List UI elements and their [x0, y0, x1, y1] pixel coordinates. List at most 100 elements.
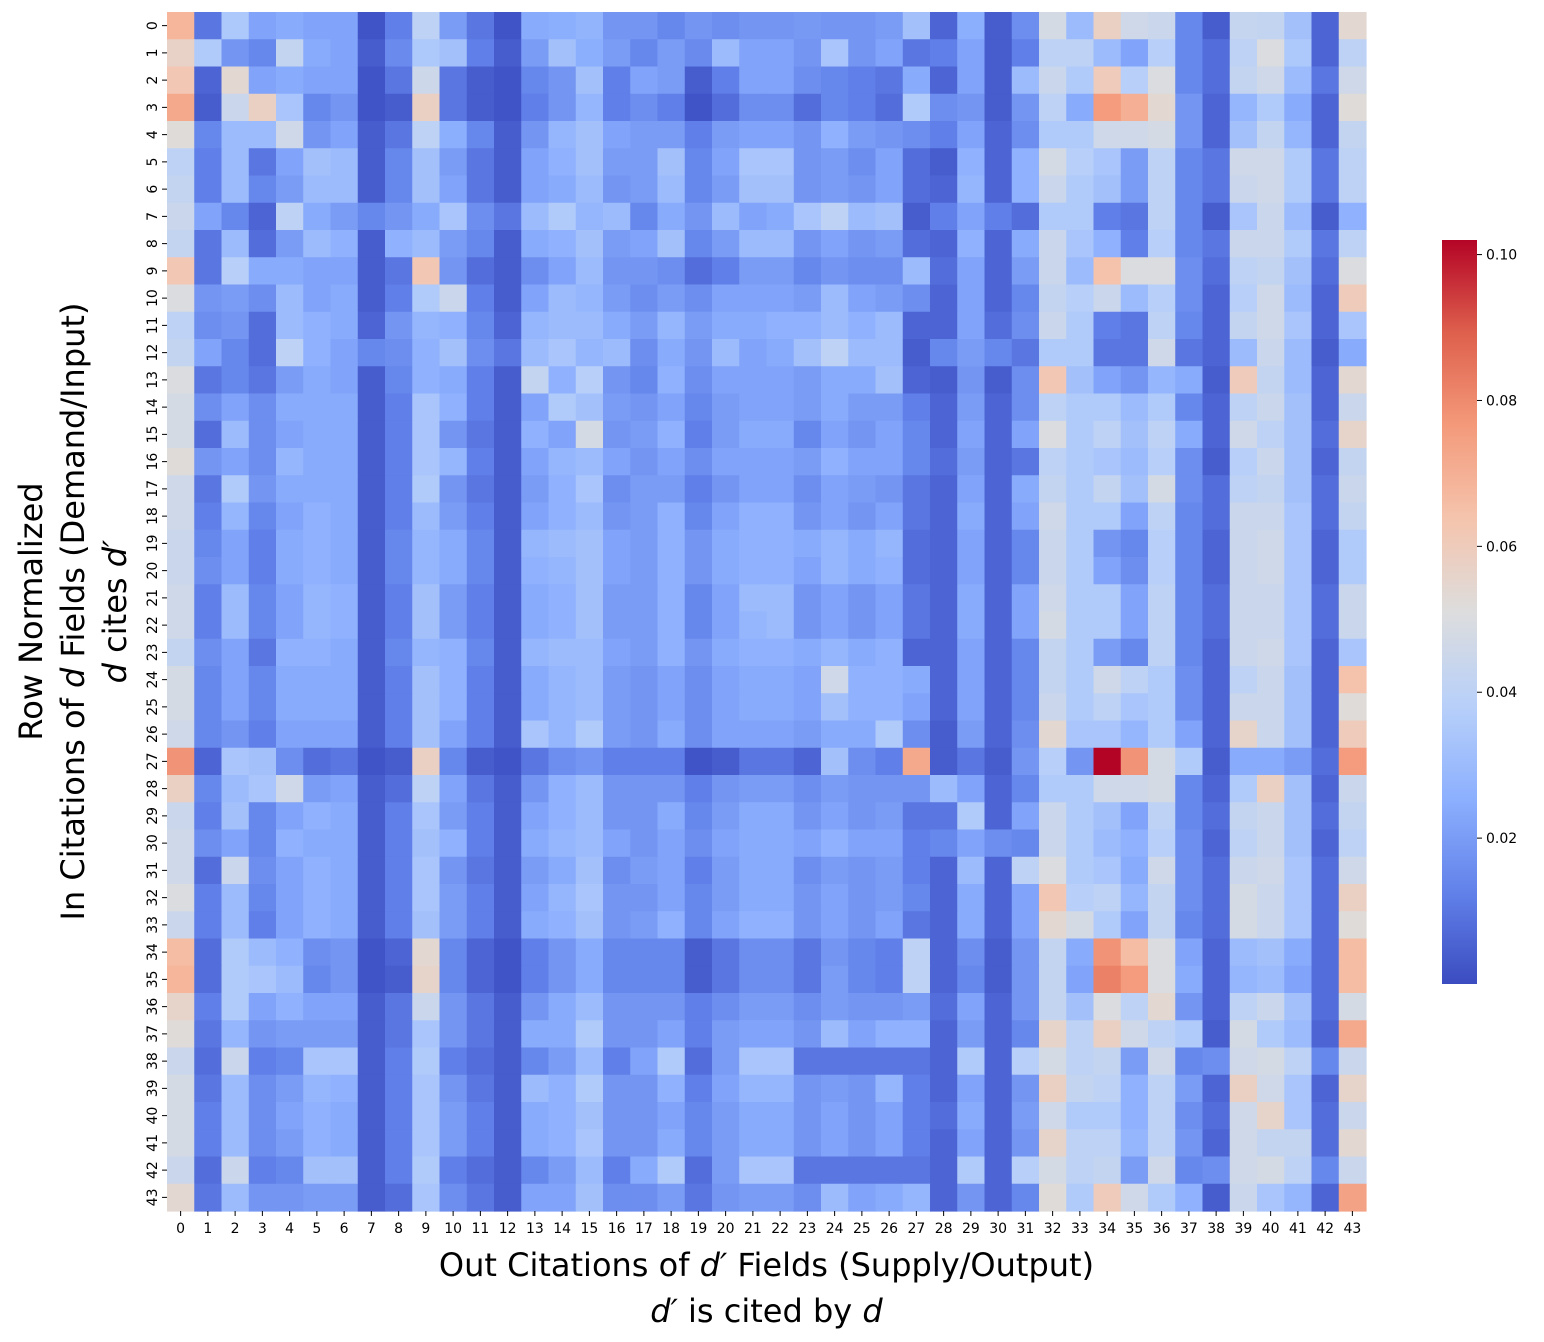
heatmap-cell-32-28	[930, 884, 958, 912]
heatmap-cell-28-16	[603, 775, 631, 803]
heatmap-cell-13-35	[1120, 366, 1149, 395]
heatmap-cell-29-1	[194, 802, 223, 831]
heatmap-cell-43-14	[548, 1183, 577, 1212]
x-tick-label: 43	[1343, 1221, 1361, 1237]
heatmap-cell-22-3	[248, 611, 277, 640]
heatmap-cell-7-17	[630, 202, 659, 231]
heatmap-cell-20-16	[603, 557, 631, 585]
heatmap-cell-41-16	[603, 1129, 631, 1158]
heatmap-cell-15-6	[330, 420, 359, 449]
heatmap-cell-1-15	[575, 39, 604, 68]
heatmap-cell-16-1	[194, 448, 223, 476]
heatmap-cell-3-37	[1175, 93, 1204, 122]
heatmap-cell-35-31	[1011, 965, 1040, 994]
heatmap-cell-39-22	[766, 1074, 795, 1103]
heatmap-cell-2-39	[1229, 66, 1258, 95]
heatmap-cell-30-23	[793, 829, 822, 858]
heatmap-cell-13-22	[766, 366, 795, 395]
heatmap-cell-40-28	[930, 1102, 958, 1130]
heatmap-cell-20-41	[1284, 557, 1313, 585]
heatmap-cell-20-43	[1338, 557, 1367, 585]
heatmap-cell-11-35	[1120, 311, 1149, 340]
heatmap-cell-37-42	[1311, 1020, 1340, 1049]
heatmap-cell-17-42	[1311, 475, 1340, 504]
heatmap-cell-17-1	[194, 475, 223, 504]
heatmap-cell-13-25	[848, 366, 877, 395]
heatmap-cell-28-7	[357, 775, 386, 803]
heatmap-cell-31-27	[902, 856, 931, 885]
x-tick-label: 13	[526, 1221, 544, 1237]
heatmap-cell-36-34	[1093, 993, 1122, 1021]
heatmap-cell-41-22	[766, 1129, 795, 1158]
y-tick-label: 24	[145, 671, 161, 689]
heatmap-cell-22-34	[1093, 611, 1122, 640]
heatmap-cell-13-28	[930, 366, 958, 395]
heatmap-cell-21-4	[276, 584, 304, 613]
heatmap-cell-11-41	[1284, 311, 1313, 340]
x-tick-label: 21	[744, 1221, 762, 1237]
heatmap-cell-25-26	[875, 693, 904, 722]
heatmap-cell-32-3	[248, 884, 277, 912]
heatmap-cell-14-38	[1202, 393, 1231, 422]
heatmap-cell-43-33	[1066, 1183, 1095, 1212]
heatmap-cell-34-15	[575, 938, 604, 967]
heatmap-cell-40-43	[1338, 1102, 1367, 1130]
heatmap-cell-24-20	[712, 666, 740, 694]
heatmap-cell-9-6	[330, 257, 359, 286]
heatmap-cell-21-43	[1338, 584, 1367, 613]
heatmap-cell-33-42	[1311, 911, 1340, 940]
heatmap-cell-37-31	[1011, 1020, 1040, 1049]
heatmap-cell-31-3	[248, 856, 277, 885]
heatmap-cell-9-17	[630, 257, 659, 286]
heatmap-cell-1-24	[821, 39, 849, 68]
heatmap-cell-24-8	[385, 666, 413, 694]
heatmap-cell-28-8	[385, 775, 413, 803]
heatmap-cell-32-34	[1093, 884, 1122, 912]
heatmap-cell-10-8	[385, 284, 413, 313]
heatmap-cell-5-22	[766, 148, 795, 177]
heatmap-cell-39-43	[1338, 1074, 1367, 1103]
heatmap-cell-29-19	[684, 802, 713, 831]
heatmap-cell-37-2	[221, 1020, 250, 1049]
heatmap-cell-32-20	[712, 884, 740, 912]
heatmap-cell-1-27	[902, 39, 931, 68]
heatmap-cell-40-0	[167, 1102, 195, 1130]
heatmap-cell-17-34	[1093, 475, 1122, 504]
heatmap-cell-21-31	[1011, 584, 1040, 613]
heatmap-cell-35-40	[1257, 965, 1285, 994]
heatmap-cell-22-4	[276, 611, 304, 640]
heatmap-cell-25-14	[548, 693, 577, 722]
heatmap-cell-29-27	[902, 802, 931, 831]
heatmap-cell-37-15	[575, 1020, 604, 1049]
heatmap-cell-36-8	[385, 993, 413, 1021]
heatmap-cell-24-29	[957, 666, 986, 694]
heatmap-cell-39-28	[930, 1074, 958, 1103]
heatmap-cell-1-11	[466, 39, 495, 68]
heatmap-cell-2-30	[984, 66, 1013, 95]
heatmap-cell-41-17	[630, 1129, 659, 1158]
heatmap-cell-35-19	[684, 965, 713, 994]
heatmap-cell-14-26	[875, 393, 904, 422]
heatmap-cell-18-4	[276, 502, 304, 531]
heatmap-cell-19-36	[1148, 529, 1176, 558]
y-tick-label: 11	[145, 316, 161, 334]
heatmap-cell-35-26	[875, 965, 904, 994]
heatmap-cell-6-35	[1120, 175, 1149, 204]
heatmap-cell-42-20	[712, 1156, 740, 1185]
heatmap-cell-31-16	[603, 856, 631, 885]
heatmap-cell-7-19	[684, 202, 713, 231]
heatmap-cell-43-20	[712, 1183, 740, 1212]
heatmap-cell-10-20	[712, 284, 740, 313]
heatmap-cell-13-19	[684, 366, 713, 395]
x-axis-label-line: Out Citations of d′ Fields (Supply/Outpu…	[439, 1246, 1094, 1284]
heatmap-cell-12-13	[521, 339, 550, 367]
heatmap-cell-13-1	[194, 366, 223, 395]
heatmap-cell-8-26	[875, 230, 904, 258]
heatmap-cell-27-40	[1257, 747, 1285, 776]
heatmap-cell-40-9	[412, 1102, 441, 1130]
heatmap-cell-35-34	[1093, 965, 1122, 994]
heatmap-cell-33-33	[1066, 911, 1095, 940]
heatmap-cell-1-4	[276, 39, 304, 68]
heatmap-cell-21-30	[984, 584, 1013, 613]
x-axis-label-line: d′ is cited by d	[650, 1292, 883, 1330]
